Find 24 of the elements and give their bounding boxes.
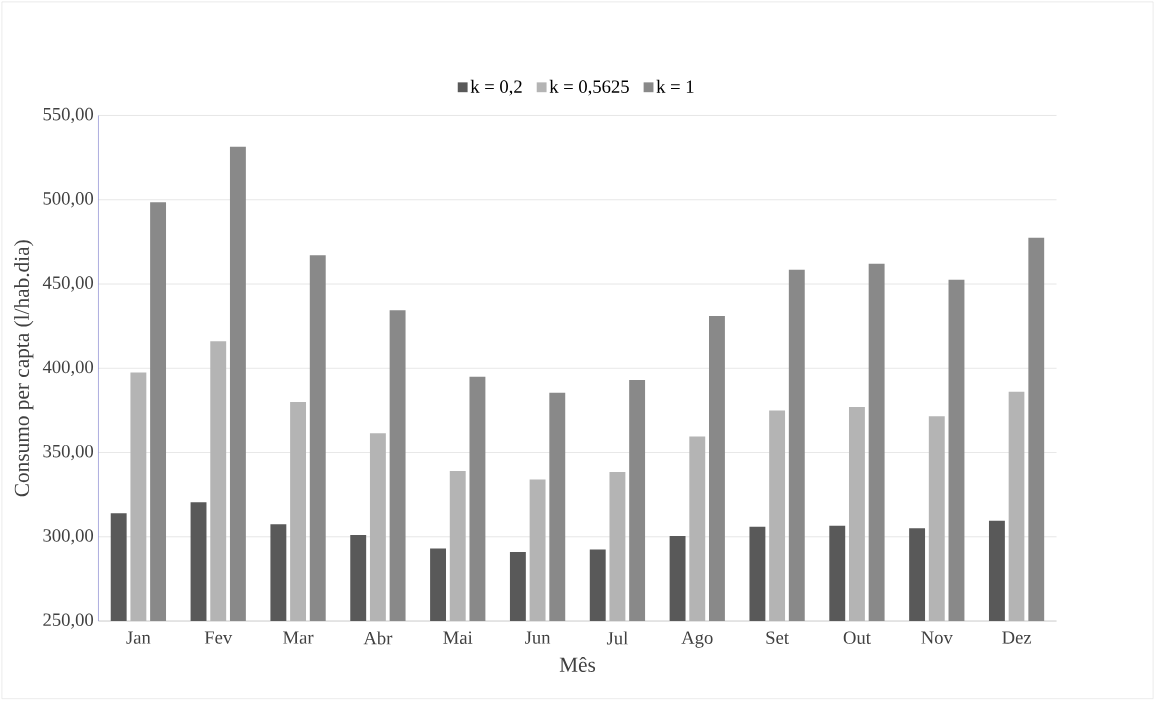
x-tick-label: Dez [1002, 631, 1032, 645]
x-tick-label: Mar [283, 631, 314, 645]
legend-label: k = 0,2 [470, 80, 522, 96]
y-tick-label: 350,00 [43, 445, 94, 461]
x-tick-label: Out [843, 631, 871, 645]
x-tick-label: Mai [443, 631, 473, 645]
x-tick-label: Abr [363, 631, 393, 645]
y-tick-label: 300,00 [43, 529, 94, 545]
x-tick-label: Jan [126, 631, 151, 645]
y-tick-label: 500,00 [43, 192, 94, 208]
legend-label: k = 0,5625 [549, 80, 629, 96]
x-axis-title: Mês [559, 657, 596, 673]
y-tick-label: 400,00 [42, 360, 94, 377]
x-tick-label: Set [766, 631, 789, 645]
y-tick-label: 450,00 [42, 276, 94, 292]
y-axis-title: Consumo per capta (l/hab.dia) [14, 240, 34, 497]
x-tick-label: Fev [204, 631, 233, 645]
legend-label: k = 1 [656, 80, 694, 93]
x-tick-label: Jul [606, 631, 628, 645]
y-tick-label: 550,00 [43, 108, 94, 124]
x-tick-label: Jun [525, 631, 551, 645]
y-tick-label: 250,00 [43, 613, 94, 629]
x-tick-label: Nov [921, 631, 953, 645]
x-tick-label: Ago [681, 631, 713, 648]
